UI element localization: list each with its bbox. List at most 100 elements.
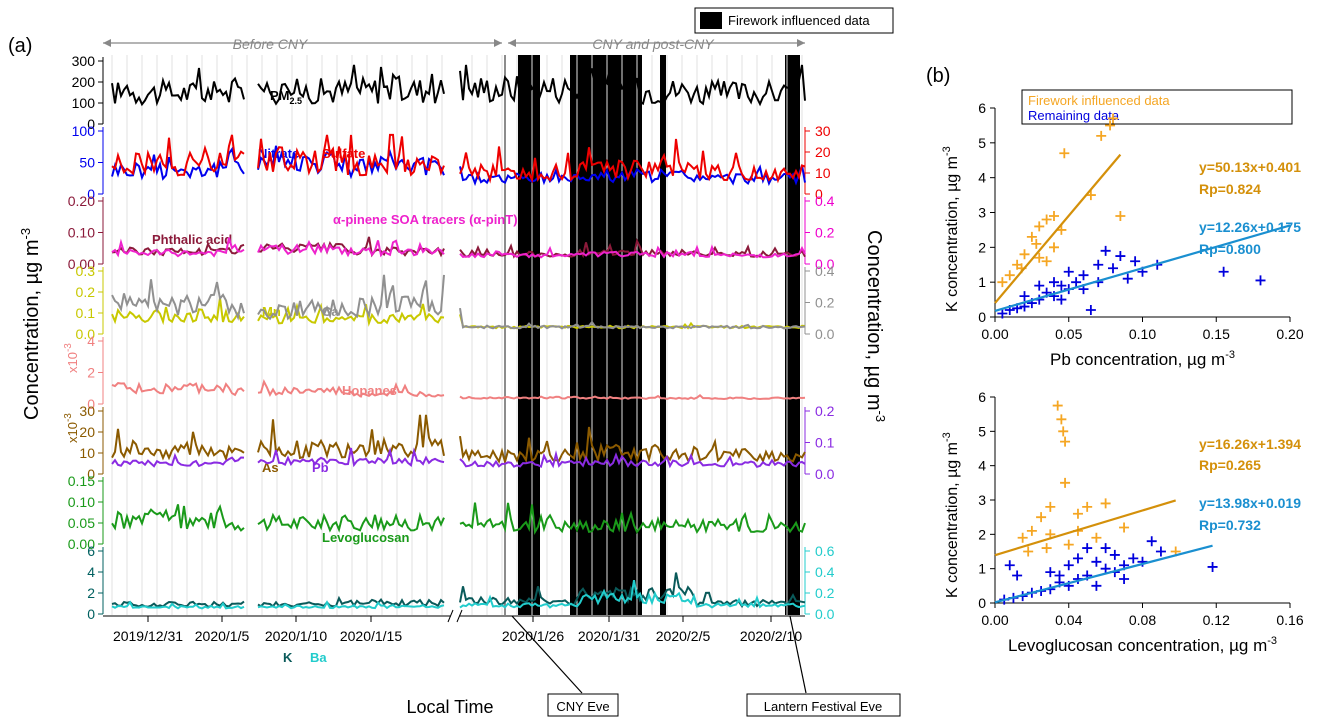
x-tick-label: 2020/1/10	[265, 628, 327, 644]
scatter-point	[1023, 546, 1034, 557]
y-axis-title-sup: -3	[18, 228, 33, 240]
scatter-y-title: K concentration, µg m-3	[941, 146, 961, 312]
scatter-point	[1049, 277, 1059, 288]
scatter-point	[1034, 221, 1045, 232]
x-tick-label: 2020/1/5	[195, 628, 250, 644]
scatter-x-title: Levoglucosan concentration, µg m-3	[1008, 635, 1277, 655]
series-line-nitrate	[257, 145, 445, 180]
series-line-pb	[459, 450, 806, 469]
scatter-point	[1091, 580, 1102, 591]
right-tick-label: 0.2	[815, 225, 835, 241]
scatter-point	[1072, 553, 1083, 564]
series-line-pb	[111, 452, 245, 468]
series-label: Ba	[310, 650, 327, 665]
left-tick-label: 0.10	[68, 494, 95, 510]
series-line-ba	[459, 580, 806, 609]
scatter-point	[1100, 245, 1111, 256]
callout-lantern-label: Lantern Festival Eve	[764, 699, 883, 714]
scatter-point	[1041, 214, 1052, 225]
scatter-point	[1100, 498, 1111, 509]
series-line-phthalic-acid	[257, 236, 445, 258]
callout-lantern-pointer	[789, 615, 807, 694]
left-tick-label: 100	[72, 123, 96, 139]
left-tick-label: 0.3	[76, 263, 96, 279]
callout-cny-pointer	[511, 615, 583, 694]
series-label: Ca	[322, 304, 339, 319]
x-tick-label: 0.00	[981, 326, 1008, 342]
series-line-sulfate	[459, 138, 806, 184]
scatter-point	[1130, 256, 1141, 267]
scatter-point	[1108, 113, 1118, 124]
fit-rp-firework: Rp=0.265	[1199, 457, 1261, 473]
series-line-levoglucosan	[111, 504, 245, 532]
left-tick-label: 0.20	[68, 193, 95, 209]
scatter-point	[1012, 570, 1023, 581]
right-tick-label: 0.0	[815, 326, 835, 342]
scatter-point	[1119, 573, 1130, 584]
x-tick-label: 0.12	[1203, 612, 1230, 628]
series-line-pb	[257, 446, 445, 468]
arrow-head-left	[103, 39, 111, 47]
scatter-point	[1004, 270, 1015, 281]
series-line-hopanes	[257, 378, 445, 398]
x-tick-label: 0.15	[1203, 326, 1230, 342]
scatter-point	[997, 277, 1008, 288]
scatter-point	[1034, 280, 1045, 291]
scatter-point	[1122, 273, 1133, 284]
series-label-sub: 2.5	[290, 96, 303, 106]
series-label: α-pinene SOA tracers (α-pinT)	[333, 212, 518, 227]
series-line-levoglucosan	[459, 502, 806, 536]
left-tick-label: 50	[79, 155, 95, 171]
scatter-point	[1109, 549, 1120, 560]
scatter-point	[1146, 536, 1157, 547]
legend-swatch	[700, 12, 722, 29]
series-line-nitrate	[459, 164, 806, 187]
scatter-y-title-sup: -3	[941, 432, 953, 442]
y-tick-label: 3	[978, 205, 986, 221]
fit-eq-remaining: y=12.26x+0.175	[1199, 219, 1301, 235]
y-tick-label: 4	[978, 458, 986, 474]
scatter-point	[1108, 263, 1118, 274]
right-tick-label: 10	[815, 165, 831, 181]
series-line-ba	[111, 600, 245, 610]
left-tick-label: 30	[79, 403, 95, 419]
scatter-point	[1045, 567, 1056, 578]
firework-band-1	[570, 55, 642, 615]
period-after-label: CNY and post-CNY	[592, 36, 715, 52]
series-line-mn	[111, 297, 245, 326]
scatter-point	[1031, 238, 1042, 249]
series-label: Pb	[312, 460, 329, 475]
right-tick-label: 0.2	[815, 295, 835, 311]
left-tick-label: 0	[87, 116, 95, 132]
scatter-point	[1085, 305, 1096, 316]
series-label: Levoglucosan	[322, 530, 409, 545]
series-line-pm	[459, 64, 806, 107]
scatter-point	[1082, 501, 1093, 512]
fit-line	[994, 224, 1291, 312]
series-label: Hopanes	[342, 383, 397, 398]
series-label: Sulfate	[322, 146, 365, 161]
series-label: K	[283, 650, 293, 665]
scatter-point	[1071, 277, 1082, 288]
scatter-point	[1026, 525, 1037, 536]
series-line-as	[459, 426, 806, 466]
firework-band-0	[518, 55, 540, 615]
fit-line	[994, 544, 1213, 604]
scatter-point	[1096, 130, 1107, 141]
x-axis-title: Local Time	[406, 697, 493, 717]
arrow-head-right	[494, 39, 502, 47]
series-line-sulfate	[257, 133, 445, 177]
y-tick-label: 4	[978, 170, 986, 186]
left-tick-label: 0.00	[68, 536, 95, 552]
x-tick-label: 2020/1/26	[502, 628, 564, 644]
panel-b-label: (b)	[926, 65, 950, 87]
scatter-point	[1056, 280, 1067, 291]
legend-remaining-entry: Remaining data	[1028, 108, 1120, 123]
left-tick-label: 0.05	[68, 515, 95, 531]
x-tick-label: 0.05	[1055, 326, 1082, 342]
axis-scale-sup: -3	[63, 343, 74, 352]
callout-cny-label: CNY Eve	[556, 699, 609, 714]
left-tick-label: 0.0	[76, 326, 96, 342]
